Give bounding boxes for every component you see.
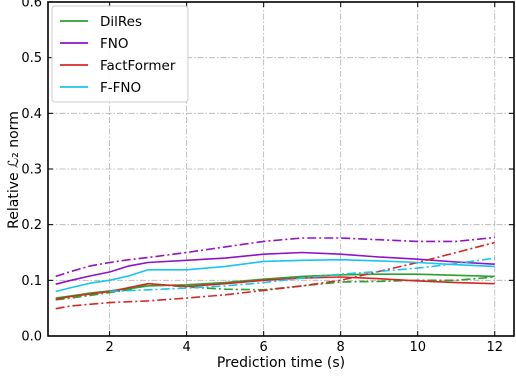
x-tick-label: 10 (409, 340, 426, 355)
series-line-fno-solid (55, 251, 495, 285)
x-tick-label: 12 (486, 340, 503, 355)
y-tick-label: 0.0 (21, 330, 42, 345)
y-tick-label: 0.5 (21, 51, 42, 66)
x-tick-label: 6 (260, 340, 268, 355)
x-tick-label: 2 (105, 340, 113, 355)
series-line-f-fno-solid (55, 258, 495, 293)
axis-ticks: 2 4 6 8 10 12 0.0 0.1 0.2 0.3 0.4 0.5 0.6 (21, 0, 514, 355)
series-lines (55, 236, 495, 310)
series-line-fno-dashdot (55, 236, 495, 278)
legend-box (51, 5, 189, 103)
y-tick-label: 0.6 (21, 0, 42, 11)
x-tick-label: 8 (337, 340, 345, 355)
series-line-factformer-dashdot (55, 241, 495, 310)
series-line-f-fno-dashdot (109, 257, 495, 293)
legend-label: FNO (100, 36, 129, 52)
y-tick-label: 0.1 (21, 274, 42, 289)
y-axis-label: Relative ℒ₂ norm (6, 111, 22, 229)
legend-label: F-FNO (100, 80, 141, 96)
x-axis-label: Prediction time (s) (217, 355, 345, 371)
y-tick-label: 0.4 (21, 107, 42, 122)
x-tick-label: 4 (183, 340, 191, 355)
legend-label: FactFormer (100, 58, 176, 74)
legend-label: DilRes (100, 14, 142, 30)
legend: DilRes FNO FactFormer F-FNO (51, 5, 189, 103)
series-line-dilres-dashdot (55, 276, 495, 301)
y-tick-label: 0.3 (21, 163, 42, 178)
y-tick-label: 0.2 (21, 218, 42, 233)
